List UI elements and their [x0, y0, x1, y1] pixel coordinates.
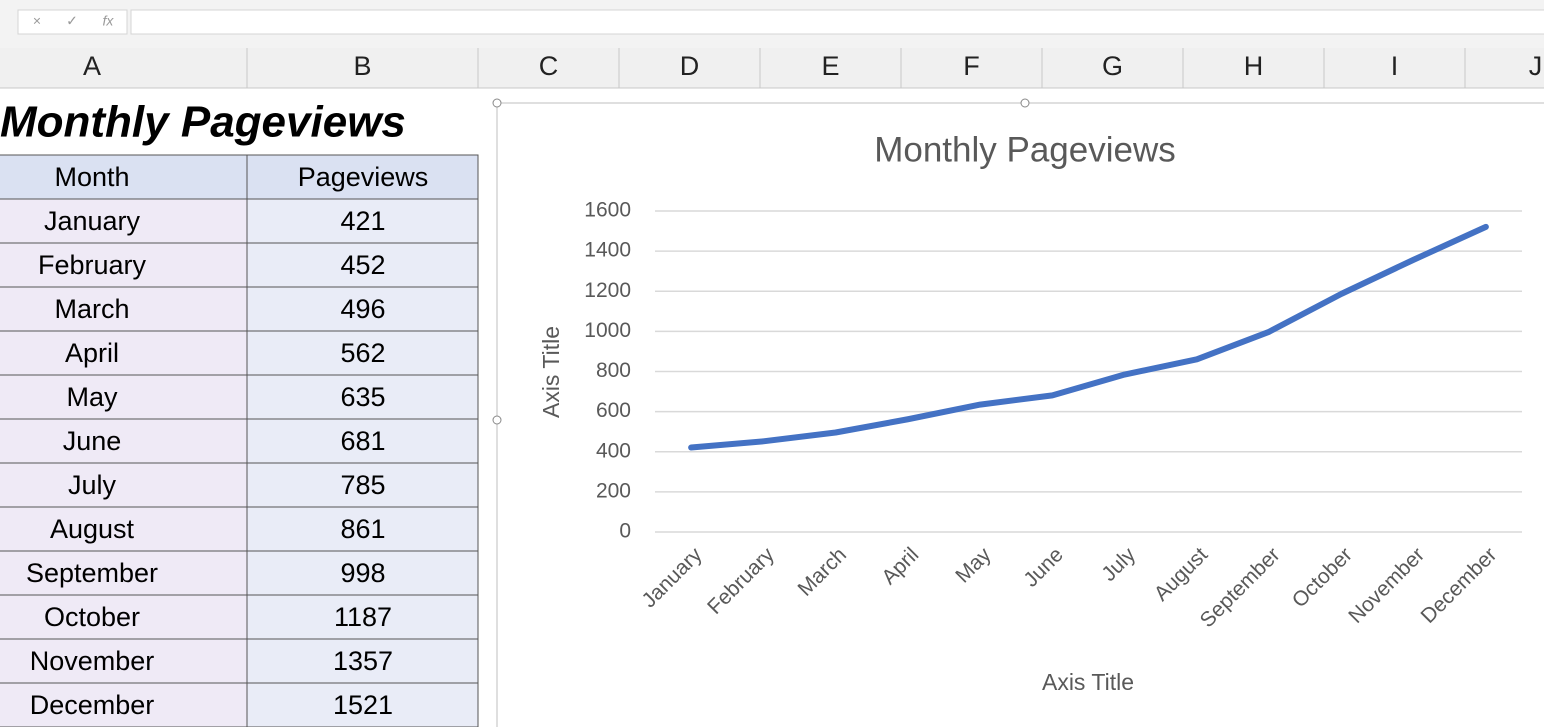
cell: [0, 286, 248, 332]
month-cell: January: [44, 206, 141, 236]
cell: [0, 550, 248, 596]
value-cell: 421: [340, 206, 385, 236]
formula-button[interactable]: ×: [33, 13, 41, 29]
y-tick-label: 1600: [584, 199, 631, 222]
resize-handle[interactable]: [492, 98, 502, 108]
value-cell: 635: [340, 382, 385, 412]
cell: [246, 242, 479, 288]
month-cell: December: [30, 690, 155, 720]
table-header: Pageviews: [298, 162, 429, 192]
sheet-title: Monthly Pageviews: [0, 98, 406, 147]
y-tick-label: 1400: [584, 239, 631, 262]
month-cell: September: [26, 558, 158, 588]
header-cell: [246, 154, 479, 200]
cell: [246, 418, 479, 464]
cell: [0, 462, 248, 508]
cell: [246, 506, 479, 552]
formula-button[interactable]: ✓: [66, 13, 78, 29]
data-line: [688, 223, 1489, 451]
header-cell: [0, 154, 248, 200]
month-cell: July: [68, 470, 117, 500]
cell: [0, 638, 248, 684]
month-cell: October: [44, 602, 140, 632]
month-cell: February: [38, 250, 147, 280]
month-cell: May: [66, 382, 118, 412]
month-cell: April: [65, 338, 119, 368]
chart-frame[interactable]: [496, 102, 1544, 727]
y-tick-label: 400: [596, 439, 631, 462]
cell: [246, 330, 479, 376]
y-tick-label: 1200: [584, 279, 631, 302]
y-tick-label: 1000: [584, 319, 631, 342]
table-header: Month: [54, 162, 129, 192]
month-cell: November: [30, 646, 155, 676]
value-cell: 1521: [333, 690, 393, 720]
column-header[interactable]: J: [1529, 51, 1543, 81]
column-header[interactable]: A: [83, 51, 101, 81]
column-header[interactable]: G: [1102, 51, 1123, 81]
resize-handle[interactable]: [492, 415, 502, 425]
column-header[interactable]: F: [963, 51, 980, 81]
column-header-bar: [0, 48, 1544, 88]
value-cell: 452: [340, 250, 385, 280]
cell: [246, 374, 479, 420]
cell: [0, 330, 248, 376]
column-header[interactable]: H: [1244, 51, 1264, 81]
value-cell: 861: [340, 514, 385, 544]
value-cell: 785: [340, 470, 385, 500]
value-cell: 1187: [334, 602, 392, 632]
y-tick-label: 200: [596, 479, 631, 502]
cell: [0, 418, 248, 464]
column-header[interactable]: D: [680, 51, 700, 81]
column-header[interactable]: B: [353, 51, 371, 81]
y-tick-label: 600: [596, 399, 631, 422]
value-cell: 1357: [333, 646, 393, 676]
y-axis-title: Axis Title: [538, 326, 564, 418]
x-axis-title: Axis Title: [1042, 669, 1134, 695]
value-cell: 681: [340, 426, 385, 456]
cell: [0, 594, 248, 640]
column-header[interactable]: I: [1391, 51, 1399, 81]
formula-button[interactable]: fx: [103, 13, 115, 29]
month-cell: June: [63, 426, 122, 456]
cell: [246, 594, 479, 640]
cell: [0, 374, 248, 420]
cell: [246, 550, 479, 596]
cell: [246, 462, 479, 508]
cell: [0, 506, 248, 552]
cell: [246, 638, 479, 684]
formula-input[interactable]: [130, 9, 1544, 35]
cell: [246, 682, 479, 727]
formula-buttons: [17, 9, 128, 35]
chart-title: Monthly Pageviews: [874, 130, 1176, 169]
y-tick-label: 0: [619, 520, 631, 543]
y-tick-label: 800: [596, 359, 631, 382]
value-cell: 496: [340, 294, 385, 324]
column-header[interactable]: E: [821, 51, 839, 81]
cell: [246, 198, 479, 244]
month-cell: August: [50, 514, 135, 544]
value-cell: 998: [340, 558, 385, 588]
resize-handle[interactable]: [1020, 98, 1030, 108]
value-cell: 562: [340, 338, 385, 368]
month-cell: March: [54, 294, 129, 324]
column-header[interactable]: C: [539, 51, 559, 81]
